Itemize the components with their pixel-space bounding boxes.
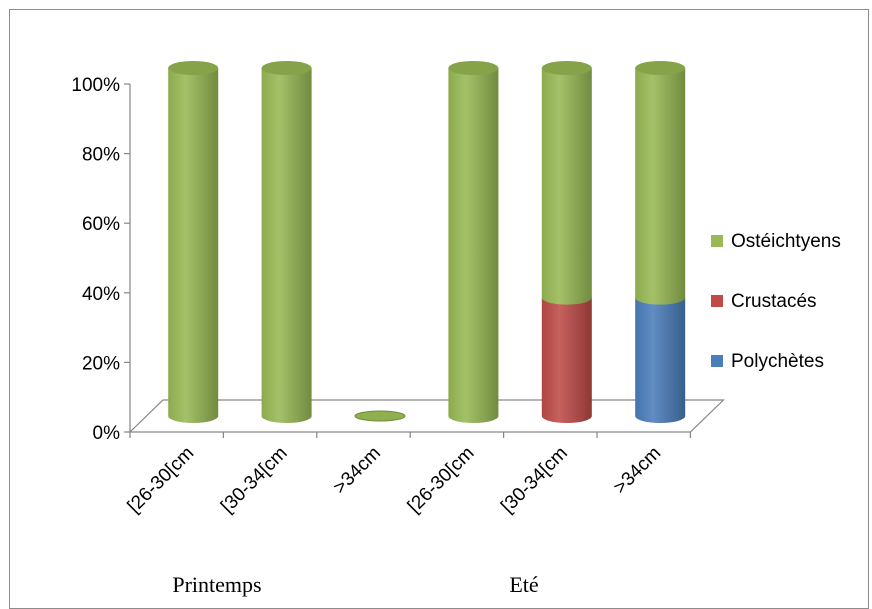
bar-top [635, 61, 686, 75]
empty-bar-disc [354, 410, 406, 422]
bar-top [541, 61, 592, 75]
bar-3 [354, 410, 406, 422]
bar-segment-ostéichtyens [541, 68, 592, 305]
legend-swatch [711, 235, 723, 247]
x-category-label: [26-30[cm [404, 443, 479, 518]
bar-top [261, 61, 312, 75]
bar-top [448, 61, 499, 75]
bar-top [168, 61, 219, 75]
chart-floor [128, 399, 725, 433]
x-axis-labels: [26-30[cm [30-34[cm >34cm [26-30[cm [30-34[c… [124, 443, 666, 518]
legend-label: Crustacés [731, 291, 817, 312]
bar-segment-ostéichtyens [261, 68, 312, 423]
group-labels: Printemps Eté [172, 572, 538, 597]
bar-6 [635, 61, 686, 423]
legend-label: Polychètes [731, 351, 824, 372]
legend-label: Ostéichtyens [731, 231, 841, 252]
bar-2 [261, 61, 312, 423]
group-label: Printemps [172, 572, 261, 597]
bar-segment-ostéichtyens [168, 68, 219, 423]
chart-frame [9, 9, 869, 609]
legend: Ostéichtyens Crustacés Polychètes [711, 231, 841, 372]
bar-segment-ostéichtyens [635, 68, 686, 305]
y-tick-label: 80% [82, 145, 120, 166]
legend-swatch [711, 355, 723, 367]
bar-4 [448, 61, 499, 423]
y-tick-label: 20% [82, 353, 120, 374]
legend-swatch [711, 295, 723, 307]
y-tick-label: 100% [71, 75, 120, 96]
x-category-label: >34cm [610, 443, 666, 499]
group-label: Eté [509, 572, 538, 597]
y-axis: 0% 20% 40% 60% 80% 100% [71, 75, 692, 444]
bar-segment-polychètes [635, 297, 686, 423]
x-category-label: [30-34[cm [217, 443, 292, 518]
y-tick-label: 60% [82, 214, 120, 235]
x-category-label: [26-30[cm [124, 443, 199, 518]
y-tick-label: 0% [93, 423, 121, 444]
x-category-label: [30-34[cm [497, 443, 572, 518]
floor-plane [128, 399, 725, 433]
bars [168, 61, 686, 423]
bar-5 [541, 61, 592, 423]
bar-1 [168, 61, 219, 423]
bar-segment-crustacés [541, 297, 592, 423]
bar-segment-ostéichtyens [448, 68, 499, 423]
y-tick-label: 40% [82, 284, 120, 305]
x-category-label: >34cm [329, 443, 385, 499]
